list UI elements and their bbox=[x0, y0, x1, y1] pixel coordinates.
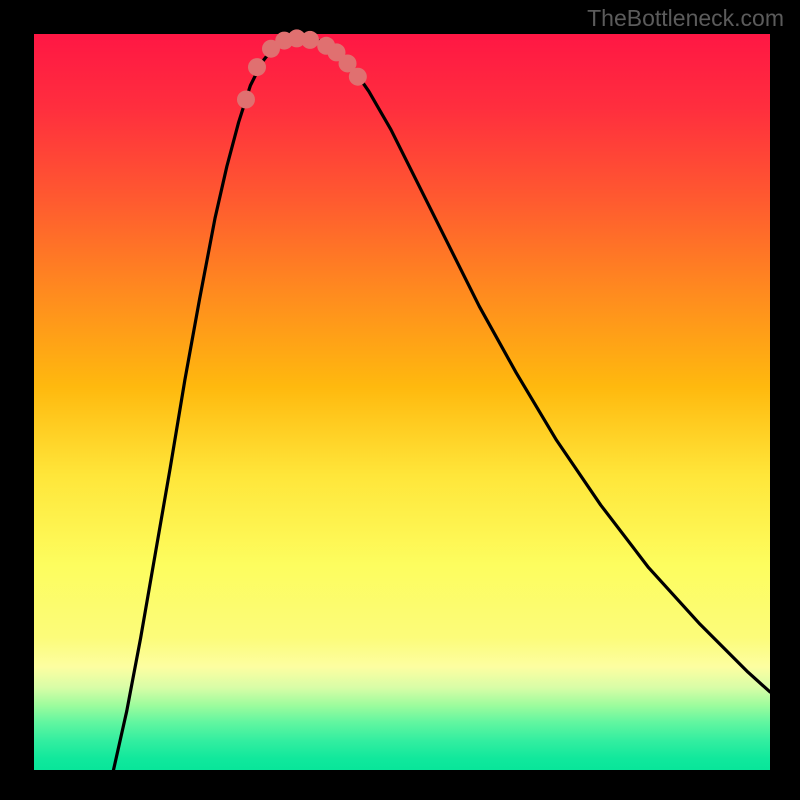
marker-group bbox=[237, 29, 367, 108]
chart-svg bbox=[34, 34, 770, 770]
marker-dot bbox=[237, 91, 255, 109]
plot-area bbox=[34, 34, 770, 770]
main-curve bbox=[113, 38, 770, 770]
watermark-text: TheBottleneck.com bbox=[587, 5, 784, 32]
stage: TheBottleneck.com bbox=[0, 0, 800, 800]
marker-dot bbox=[248, 58, 266, 76]
marker-dot bbox=[349, 68, 367, 86]
marker-dot bbox=[301, 31, 319, 49]
